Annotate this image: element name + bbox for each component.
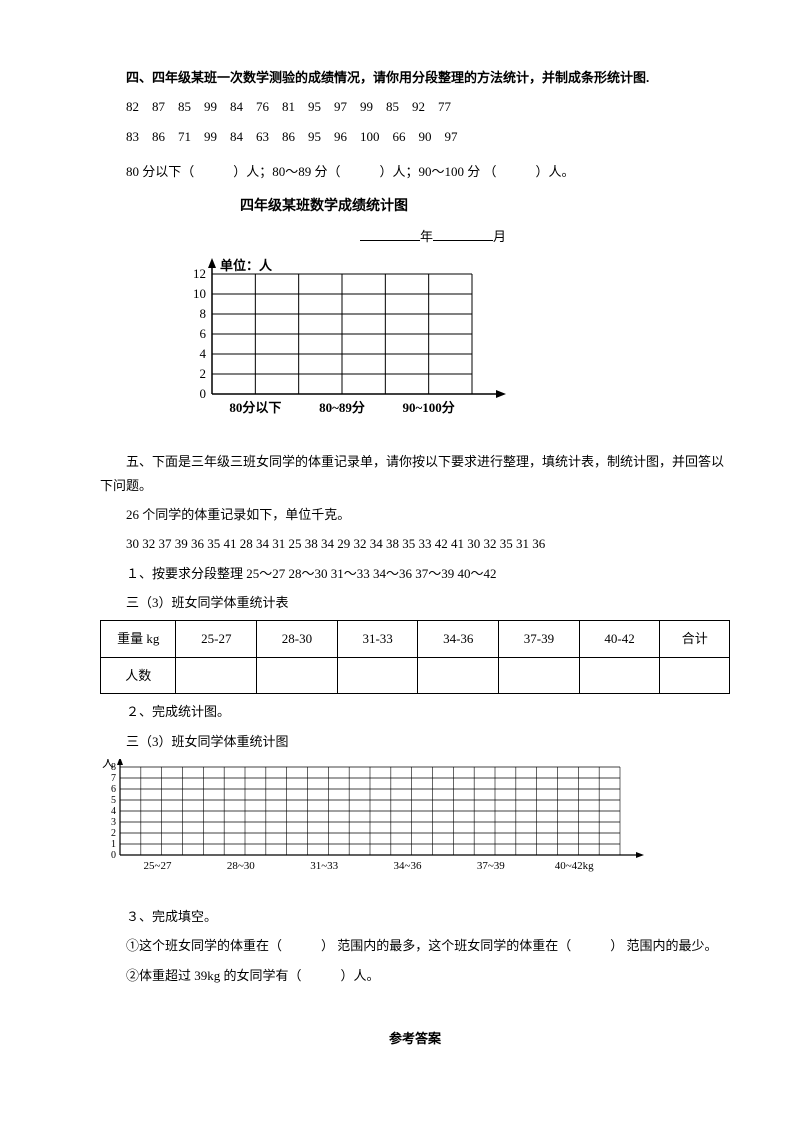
answer-title: 参考答案 — [100, 1027, 730, 1050]
svg-text:8: 8 — [200, 306, 207, 321]
svg-text:4: 4 — [200, 346, 207, 361]
q4-chart-title: 四年级某班数学成绩统计图 — [100, 194, 730, 219]
q5-table-title: 三（3）班女同学体重统计表 — [100, 591, 730, 614]
q5-step2: ２、完成统计图。 — [100, 700, 730, 723]
svg-text:31~33: 31~33 — [310, 860, 338, 872]
th-31-33: 31-33 — [337, 621, 418, 657]
th-37-39: 37-39 — [499, 621, 580, 657]
svg-text:34~36: 34~36 — [394, 860, 422, 872]
q4-chart-date: 年月 — [100, 225, 730, 248]
q5-title: 五、下面是三年级三班女同学的体重记录单，请你按以下要求进行整理，填统计表，制统计… — [100, 450, 730, 497]
svg-text:6: 6 — [200, 326, 207, 341]
svg-text:8: 8 — [111, 762, 116, 773]
svg-text:1: 1 — [111, 839, 116, 850]
td-blank — [660, 657, 730, 693]
th-weight: 重量 kg — [101, 621, 176, 657]
q5-data: 30 32 37 39 36 35 41 28 34 31 25 38 34 2… — [100, 532, 730, 555]
svg-text:5: 5 — [111, 795, 116, 806]
q4-data-row1: 82 87 85 99 84 76 81 95 97 99 85 92 77 — [100, 95, 730, 118]
svg-text:2: 2 — [200, 366, 207, 381]
svg-text:80~89分: 80~89分 — [319, 400, 365, 415]
svg-text:2: 2 — [111, 828, 116, 839]
q5-chart: 人87654321025~2728~3031~3334~3637~3940~42… — [90, 759, 730, 899]
td-count-label: 人数 — [101, 657, 176, 693]
q4-data-row2: 83 86 71 99 84 63 86 95 96 100 66 90 97 — [100, 125, 730, 148]
q5-table: 重量 kg 25-27 28-30 31-33 34-36 37-39 40-4… — [100, 620, 730, 694]
th-28-30: 28-30 — [257, 621, 338, 657]
th-total: 合计 — [660, 621, 730, 657]
svg-text:0: 0 — [111, 850, 116, 861]
svg-text:单位：人: 单位：人 — [220, 258, 273, 273]
td-blank — [337, 657, 418, 693]
svg-text:37~39: 37~39 — [477, 860, 505, 872]
svg-text:12: 12 — [193, 266, 206, 281]
svg-text:7: 7 — [111, 773, 116, 784]
th-34-36: 34-36 — [418, 621, 499, 657]
q5-step3: ３、完成填空。 — [100, 905, 730, 928]
td-blank — [418, 657, 499, 693]
td-blank — [579, 657, 660, 693]
svg-text:0: 0 — [200, 386, 207, 401]
q5-chart-title: 三（3）班女同学体重统计图 — [100, 730, 730, 753]
td-blank — [176, 657, 257, 693]
q5-fill2: ②体重超过 39kg 的女同学有（ ）人。 — [100, 964, 730, 987]
q4-fill-blanks: 80 分以下（ ）人；80～89 分（ ）人；90～100 分 （ ）人。 — [100, 160, 730, 183]
svg-text:80分以下: 80分以下 — [229, 400, 281, 415]
th-40-42: 40-42 — [579, 621, 660, 657]
td-blank — [499, 657, 580, 693]
q5-line1: 26 个同学的体重记录如下，单位千克。 — [100, 503, 730, 526]
q5-seg: １、按要求分段整理 25～27 28～30 31～33 34～36 37～39 … — [100, 562, 730, 585]
q4-title: 四、四年级某班一次数学测验的成绩情况，请你用分段整理的方法统计，并制成条形统计图… — [100, 66, 730, 89]
svg-text:6: 6 — [111, 784, 116, 795]
q5-fill1: ①这个班女同学的体重在（ ） 范围内的最多，这个班女同学的体重在（ ） 范围内的… — [100, 934, 730, 957]
svg-text:90~100分: 90~100分 — [403, 400, 455, 415]
svg-text:28~30: 28~30 — [227, 860, 255, 872]
svg-text:3: 3 — [111, 817, 116, 828]
q4-chart: 单位：人 12 10 8 6 4 2 0 80分以下 80~89分 90~100分 — [160, 254, 730, 444]
svg-text:40~42kg: 40~42kg — [555, 860, 594, 872]
svg-text:10: 10 — [193, 286, 206, 301]
svg-text:25~27: 25~27 — [144, 860, 172, 872]
th-25-27: 25-27 — [176, 621, 257, 657]
svg-text:4: 4 — [111, 806, 116, 817]
td-blank — [257, 657, 338, 693]
